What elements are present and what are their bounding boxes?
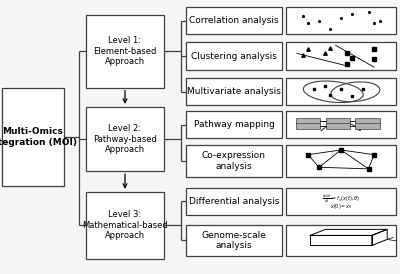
Bar [2, 88, 64, 186]
Bar [286, 7, 396, 34]
Text: $\frac{dx(t)}{dt}=f_x(x(t),\theta)$: $\frac{dx(t)}{dt}=f_x(x(t),\theta)$ [322, 193, 360, 205]
Text: Level 2:
Pathway-based
Approach: Level 2: Pathway-based Approach [93, 124, 157, 154]
Bar [286, 42, 396, 70]
Text: Level 3:
Mathematical-based
Approach: Level 3: Mathematical-based Approach [82, 210, 168, 240]
Bar [355, 118, 380, 124]
Text: Multivariate analysis: Multivariate analysis [187, 87, 281, 96]
Text: Differential analysis: Differential analysis [189, 197, 279, 206]
Bar [286, 225, 396, 256]
Bar [86, 107, 164, 171]
Bar [186, 42, 282, 70]
Text: $x(0)=x_0$: $x(0)=x_0$ [330, 202, 352, 211]
Bar [286, 145, 396, 177]
Bar [355, 123, 380, 129]
Bar [286, 78, 396, 105]
Bar [286, 111, 396, 138]
Text: Genome-scale
analysis: Genome-scale analysis [202, 231, 266, 250]
Bar [326, 123, 350, 129]
Bar [186, 7, 282, 34]
Bar [296, 118, 320, 124]
Bar [286, 188, 396, 215]
Text: Level 1:
Element-based
Approach: Level 1: Element-based Approach [93, 36, 157, 66]
Text: Clustering analysis: Clustering analysis [191, 52, 277, 61]
Bar [186, 78, 282, 105]
Bar [86, 192, 164, 259]
Text: Multi-Omics
Integration (MOI): Multi-Omics Integration (MOI) [0, 127, 78, 147]
Bar [86, 15, 164, 88]
Bar [326, 118, 350, 124]
Bar [186, 145, 282, 177]
Text: Pathway mapping: Pathway mapping [194, 120, 274, 129]
Bar [186, 188, 282, 215]
Text: Correlation analysis: Correlation analysis [189, 16, 279, 25]
Text: Co-expression
analysis: Co-expression analysis [202, 151, 266, 171]
Bar [186, 225, 282, 256]
Bar [296, 123, 320, 129]
Bar [186, 111, 282, 138]
